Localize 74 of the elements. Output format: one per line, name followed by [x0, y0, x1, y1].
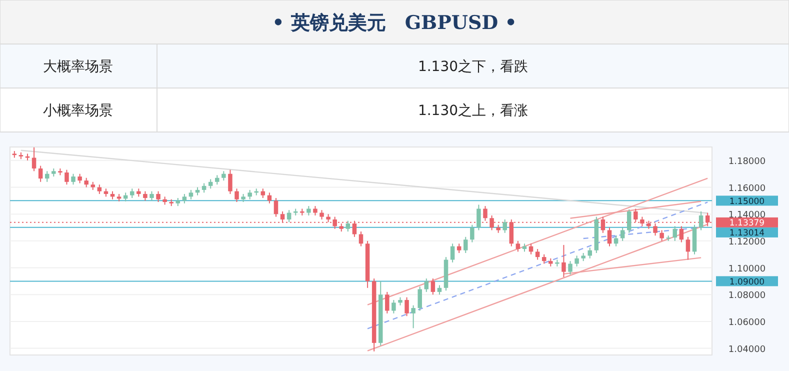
candlestick: [464, 236, 468, 254]
candlestick: [424, 278, 429, 292]
candlestick: [607, 227, 612, 247]
candlestick: [535, 248, 540, 260]
candlestick: [346, 220, 350, 232]
candlestick: [404, 296, 409, 317]
y-tick-label: 1.18000: [728, 156, 766, 167]
candlestick: [358, 231, 364, 247]
candlestick: [626, 208, 632, 234]
candlestick: [130, 188, 134, 198]
candlestick: [437, 284, 442, 296]
y-tick-label: 1.04000: [728, 344, 766, 355]
candlestick: [202, 182, 206, 194]
candlestick: [679, 226, 684, 243]
text: 1.130之上，看涨: [418, 103, 528, 119]
candlestick: [64, 169, 69, 186]
candlestick: [234, 188, 239, 203]
text: 1.130之下，看跌: [418, 59, 528, 75]
chart-title: • 英镑兑美元 GBPUSD •: [272, 12, 517, 34]
candlestick: [248, 189, 252, 200]
candlestick: [38, 165, 43, 182]
y-tick-label: 1.12000: [728, 237, 766, 248]
candlestick: [222, 170, 226, 182]
candlestick: [672, 226, 678, 242]
candlestick: [502, 218, 507, 234]
candlestick: [260, 188, 266, 198]
candlestick: [418, 286, 422, 312]
candlestick: [32, 146, 36, 172]
candlestick: [320, 210, 324, 220]
ref-line-label: 1.15000: [729, 196, 765, 207]
candlestick: [456, 243, 462, 254]
candlestick: [228, 169, 232, 194]
ref-line-label: 1.09000: [729, 277, 765, 288]
candlestick: [215, 174, 220, 186]
candlestick: [392, 299, 396, 314]
candlestick: [143, 190, 148, 202]
candlestick: [476, 204, 481, 231]
candlestick: [274, 197, 278, 218]
candlestick: [71, 173, 76, 186]
candlestick: [516, 240, 520, 252]
candlestick: [620, 227, 625, 242]
candlestick: [306, 206, 311, 216]
ref-line-label: 1.13014: [729, 228, 765, 239]
candlestick: [78, 173, 82, 184]
candlestick: [698, 210, 704, 231]
candlestick: [156, 190, 160, 203]
candlestick: [208, 178, 213, 190]
candlestick: [188, 189, 194, 200]
candlestick: [483, 206, 488, 222]
ref-line-label: 1.13379: [729, 218, 765, 229]
candlestick: [568, 260, 572, 275]
candlestick: [97, 184, 102, 194]
candlestick: [286, 210, 292, 223]
y-tick-label: 1.08000: [728, 291, 766, 302]
candlestick: [182, 193, 187, 204]
candlestick: [574, 255, 579, 267]
candlestick: [542, 254, 546, 264]
candlestick: [411, 304, 416, 329]
y-tick-label: 1.16000: [728, 184, 766, 194]
text: 小概率场景: [43, 103, 113, 119]
y-tick-label: 1.10000: [728, 264, 766, 274]
candlestick: [385, 291, 390, 314]
candlestick: [313, 206, 318, 216]
candlestick: [450, 243, 455, 263]
text: 大概率场景: [43, 59, 113, 75]
candlestick: [150, 190, 154, 202]
candlestick: [470, 224, 474, 243]
candlestick: [686, 236, 690, 260]
candlestick: [84, 177, 88, 188]
candlestick: [44, 170, 50, 182]
candlestick: [660, 230, 664, 242]
y-tick-label: 1.06000: [728, 318, 766, 328]
candlestick: [430, 278, 436, 296]
candlestick: [562, 244, 566, 278]
